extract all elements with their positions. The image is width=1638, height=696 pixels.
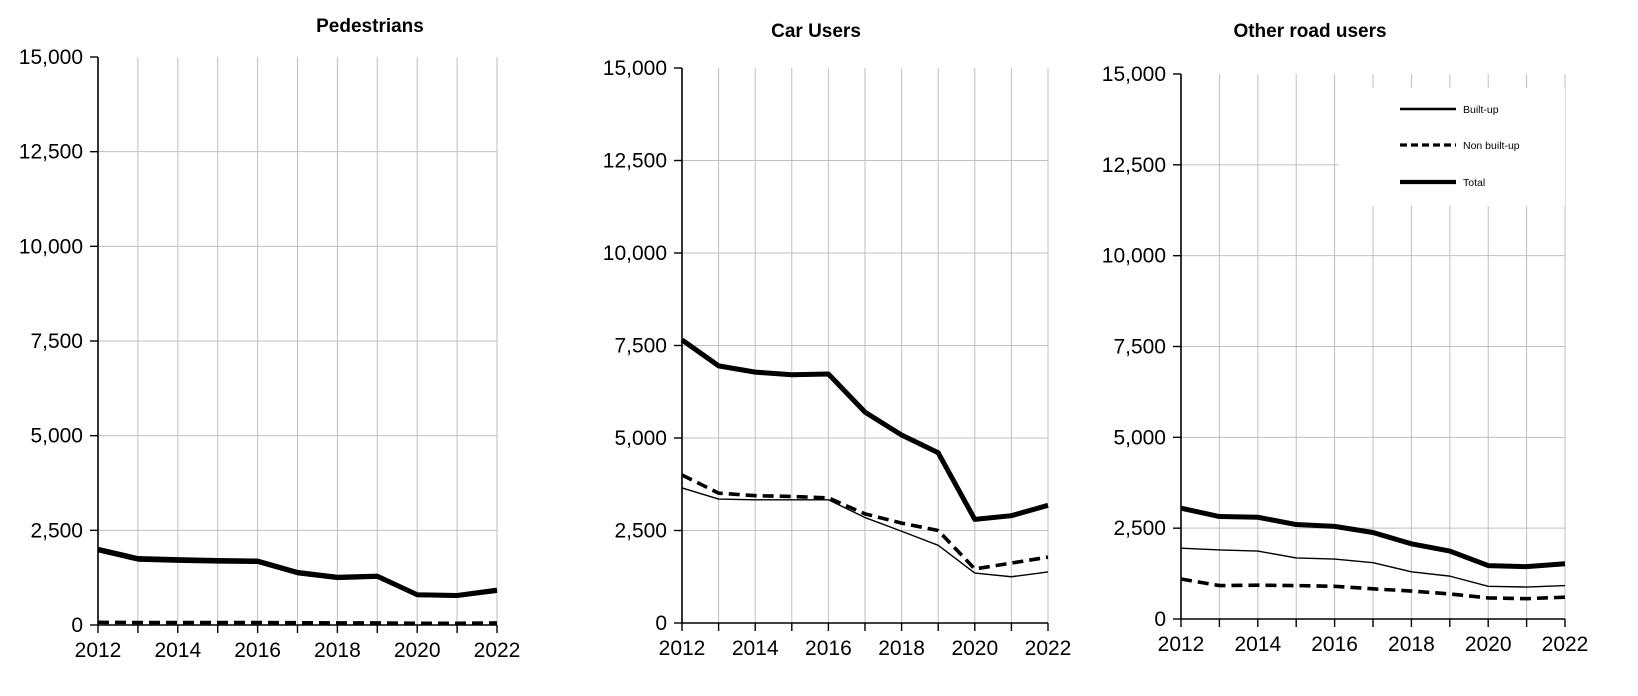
car-users-plot-svg: 0 2,500 5,000 7,500 10,000 12,500 15,000 2012 20… — [603, 57, 1072, 660]
x-tick-label: 2012 — [659, 637, 706, 660]
x-tick-label: 2016 — [805, 637, 852, 660]
y-tick-label: 7,500 — [614, 335, 667, 358]
legend-label-total: Total — [1463, 177, 1485, 189]
x-tick-label: 2020 — [394, 639, 441, 662]
y-tick-label: 0 — [655, 612, 667, 635]
x-tick-label: 2020 — [951, 637, 998, 660]
x-tick-label: 2018 — [1388, 633, 1435, 656]
y-tick-label: 7,500 — [1113, 336, 1166, 359]
y-tick-label: 5,000 — [1113, 426, 1166, 449]
x-tick-label: 2014 — [154, 639, 201, 662]
x-tick-label: 2016 — [1311, 633, 1358, 656]
x-tick-label: 2012 — [75, 639, 122, 662]
x-tick-label: 2016 — [234, 639, 281, 662]
y-tick-label: 15,000 — [19, 46, 83, 69]
series-line-built-up — [1180, 547, 1566, 588]
x-tick-label: 2022 — [1025, 637, 1072, 660]
x-tick-label: 2012 — [1158, 633, 1205, 656]
series-line-non-built-up — [1180, 577, 1566, 601]
y-tick-label: 0 — [1154, 608, 1166, 631]
x-tick-label: 2014 — [732, 637, 779, 660]
other-road-users-plot-svg: 0 2,500 5,000 7,500 10,000 12,500 15,000 2012 20… — [1102, 63, 1589, 656]
y-tick-label: 12,500 — [1102, 154, 1166, 177]
y-tick-label: 15,000 — [603, 57, 667, 80]
x-tick-label: 2022 — [474, 639, 521, 662]
chart-car-users: Car Users 0 2,500 5,000 7,500 10,000 12,500 15… — [546, 0, 1092, 696]
y-tick-label: 15,000 — [1102, 63, 1166, 86]
chart-other-road-users: Other road users 0 2,500 5,000 7,500 10,000 1… — [1092, 0, 1638, 696]
chart-pedestrians: Pedestrians 0 2,500 5,000 7,500 10,000 12,500… — [0, 0, 546, 696]
y-tick-label: 2,500 — [614, 520, 667, 543]
legend-label-built-up: Built-up — [1463, 104, 1499, 116]
chart-title-car-users: Car Users — [771, 21, 861, 42]
chart-title-other-road-users: Other road users — [1233, 21, 1387, 42]
y-tick-label: 10,000 — [1102, 245, 1166, 268]
series-line-non-built-up — [97, 620, 498, 626]
x-tick-label: 2018 — [314, 639, 361, 662]
y-tick-label: 2,500 — [30, 519, 83, 542]
y-tick-label: 7,500 — [30, 330, 83, 353]
y-tick-label: 0 — [71, 614, 83, 637]
legend-box — [1339, 88, 1565, 206]
y-tick-label: 10,000 — [603, 242, 667, 265]
x-tick-label: 2020 — [1465, 633, 1512, 656]
legend-label-non-built-up: Non built-up — [1463, 140, 1520, 152]
y-tick-label: 12,500 — [603, 150, 667, 173]
y-tick-label: 5,000 — [30, 425, 83, 448]
y-tick-label: 5,000 — [614, 427, 667, 450]
x-tick-label: 2014 — [1234, 633, 1281, 656]
series-line-total — [680, 337, 1049, 522]
pedestrians-plot-svg: 0 2,500 5,000 7,500 10,000 12,500 15,000 2012 20… — [19, 46, 521, 662]
y-tick-label: 10,000 — [19, 235, 83, 258]
series-line-total — [1180, 505, 1566, 570]
series-line-built-up — [681, 487, 1049, 578]
chart-title-pedestrians: Pedestrians — [316, 16, 424, 37]
y-tick-label: 2,500 — [1113, 517, 1166, 540]
x-tick-label: 2018 — [878, 637, 925, 660]
series-line-non-built-up — [681, 473, 1049, 571]
y-tick-label: 12,500 — [19, 141, 83, 164]
x-tick-label: 2022 — [1542, 633, 1589, 656]
series-line-total — [97, 546, 498, 598]
